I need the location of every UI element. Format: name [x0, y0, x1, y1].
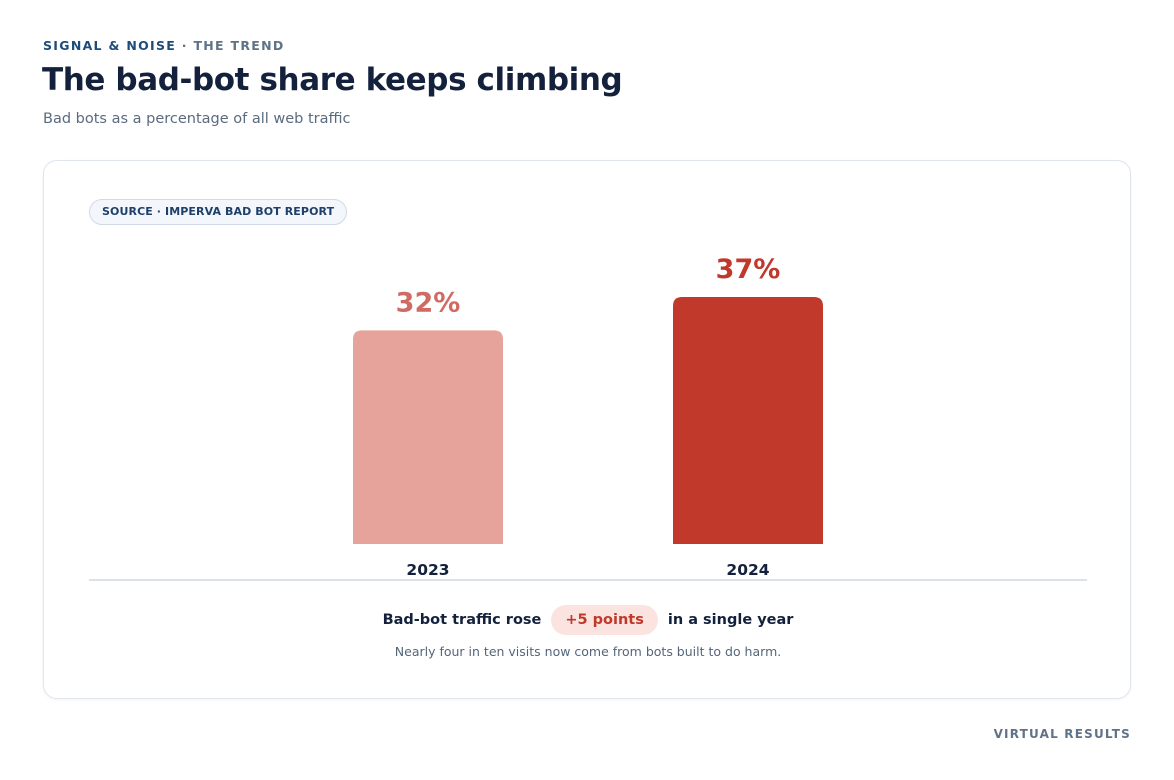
source-badge: SOURCE · IMPERVA BAD BOT REPORT	[89, 199, 348, 225]
value-label-2024: 37%	[716, 254, 781, 285]
summary-lead: Bad-bot traffic rose	[382, 612, 542, 628]
summary-tail: in a single year	[667, 612, 794, 628]
chart-card: SOURCE · IMPERVA BAD BOT REPORT 32% 2023 3…	[43, 160, 1131, 699]
summary-note: Nearly four in ten visits now come from …	[394, 644, 782, 659]
bar-2024	[673, 297, 823, 544]
delta-badge: +5 points	[551, 605, 658, 635]
eyebrow-main: SIGNAL & NOISE	[43, 38, 177, 53]
bars-layer: 32% 2023 37% 2024	[353, 254, 823, 579]
value-label-2023: 32%	[396, 287, 461, 318]
summary-line: Bad-bot traffic rose +5 points in a sing…	[44, 605, 1132, 635]
category-label-2024: 2024	[726, 561, 769, 579]
page-title: The bad-bot share keeps climbing	[42, 62, 623, 98]
eyebrow: SIGNAL & NOISE · THE TREND	[43, 38, 285, 53]
eyebrow-sub: THE TREND	[193, 38, 285, 53]
bar-2023	[353, 330, 503, 544]
eyebrow-separator: ·	[176, 38, 194, 53]
category-label-2023: 2023	[406, 561, 449, 579]
page-subtitle: Bad bots as a percentage of all web traf…	[43, 111, 351, 127]
bar-chart: 32% 2023 37% 2024	[89, 254, 1087, 581]
footer-brand: VIRTUAL RESULTS	[993, 727, 1131, 741]
